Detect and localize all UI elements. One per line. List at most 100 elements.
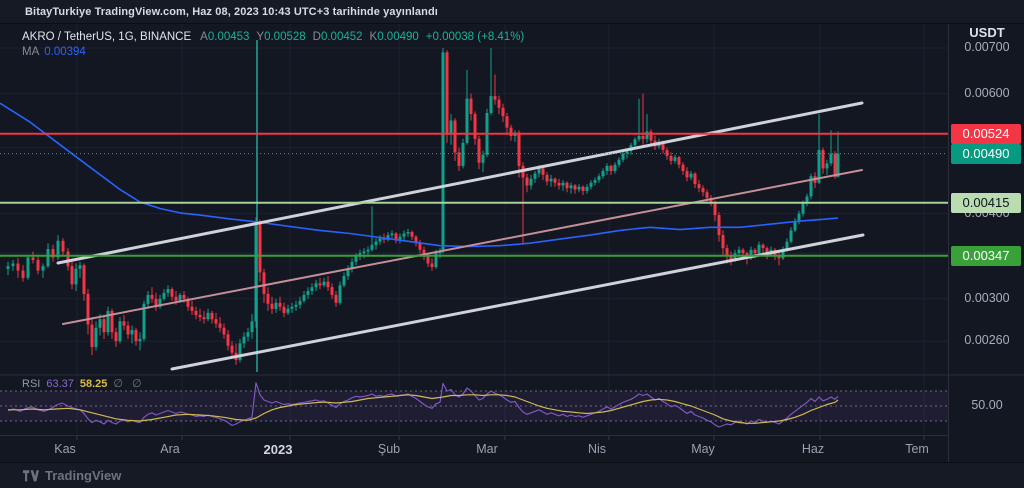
candle-body [418,243,422,250]
candle-body [41,266,45,271]
candle-body [725,248,729,257]
rsi-axis-tick: 50.00 [971,398,1003,412]
candle-body [705,192,709,198]
candle-body [765,248,769,254]
candle-body [318,283,322,286]
candle-body [258,222,262,273]
candle-body [621,153,625,160]
candle-body [70,266,74,285]
time-axis[interactable]: Kas Ara 2023 Şub Mar Nis May Haz Tem [0,435,948,463]
candle-body [110,310,114,333]
symbol-legend[interactable]: AKRO / TetherUS, 1G, BINANCE A0.00453 Y0.0… [22,30,524,60]
candle-body [346,268,350,276]
candle-body [717,215,721,236]
candle-body [713,202,717,216]
channel-mid-trendline [62,169,863,325]
candle-body [473,114,477,139]
candle-body [6,266,10,269]
price-axis-tick: 0.00600 [964,85,1010,100]
candle-body [302,294,306,301]
candle-body [537,168,541,174]
candle-body [553,178,557,183]
candle-body [334,294,338,303]
ma-indicator-label[interactable]: MA [22,46,40,58]
rsi-extra-values: ∅ ∅ [113,378,145,390]
candle-body [825,163,829,169]
candle-body [186,298,190,307]
candle-body [370,244,374,250]
candle-body [290,306,294,309]
candle-body [61,240,65,252]
ohlc-label: Y [256,31,265,43]
candle-body [517,132,521,166]
candle-body [266,293,270,304]
candle-body [426,256,430,264]
legend-row-ma: MA 0.00394 [22,45,524,60]
candle-body [390,233,394,236]
candle-body [250,321,254,333]
candle-body [246,332,250,337]
candle-body [238,343,242,360]
candle-body [493,96,497,100]
time-label: Nis [587,442,607,456]
candle-body [741,249,745,254]
price-level-tag: 0.00524 [951,123,1021,144]
candle-body [533,173,537,179]
rsi-line [7,382,839,428]
tradingview-logo[interactable]: TradingView [23,468,121,483]
candle-body [430,263,434,267]
candle-body [661,141,665,150]
candle-body [737,249,741,254]
candle-body [226,334,230,346]
candle-body [270,303,274,309]
candle-body [322,281,326,286]
candle-body [118,321,122,342]
rsi-value: 63.37 [46,378,74,390]
candle-body [673,157,677,161]
price-axis[interactable]: USDT 0.007000.006000.005000.004000.00350… [948,24,1024,462]
rsi-label[interactable]: RSI [22,378,41,390]
candle-body [781,249,785,259]
candle-body [130,330,134,335]
ohlc-label: A [200,31,208,43]
candle-body [497,99,501,108]
candle-body [134,330,138,342]
candle-body [254,222,258,322]
change-value: +0.00038 (+8.41%) [425,31,525,43]
candle-body [637,136,641,140]
candle-body [46,249,50,267]
footer-bar: TradingView [0,462,1024,488]
price-chart-canvas[interactable] [0,0,1024,462]
candle-body [789,230,793,242]
rsi-legend[interactable]: RSI 63.37 58.25 ∅ ∅ [22,377,145,390]
tradingview-logo-text: TradingView [45,468,122,483]
candle-body [166,289,170,293]
candle-body [51,249,55,258]
candle-body [693,173,697,185]
candle-body [809,176,813,197]
candle-body [342,276,346,286]
candle-body [278,302,282,307]
time-label: Kas [54,442,76,456]
candle-body [298,300,302,305]
candle-body [529,178,533,186]
time-label-year: 2023 [263,442,293,457]
candle-body [689,173,693,178]
candle-body [649,131,653,141]
candle-body [589,182,593,187]
candle-body [721,235,725,249]
candle-body [354,256,358,262]
candle-body [441,52,445,252]
candle-body [366,249,370,252]
candle-body [158,298,162,307]
candle-body [434,253,438,268]
candle-body [677,157,681,165]
symbol-title[interactable]: AKRO / TetherUS, 1G, BINANCE [22,31,192,43]
publish-info-bar: BitayTurkiye TradingView.com, Haz 08, 20… [0,0,1024,24]
candle-body [509,127,513,136]
candle-body [601,171,605,177]
time-label: Tem [905,442,929,456]
candle-body [585,186,589,191]
candle-body [761,244,765,249]
